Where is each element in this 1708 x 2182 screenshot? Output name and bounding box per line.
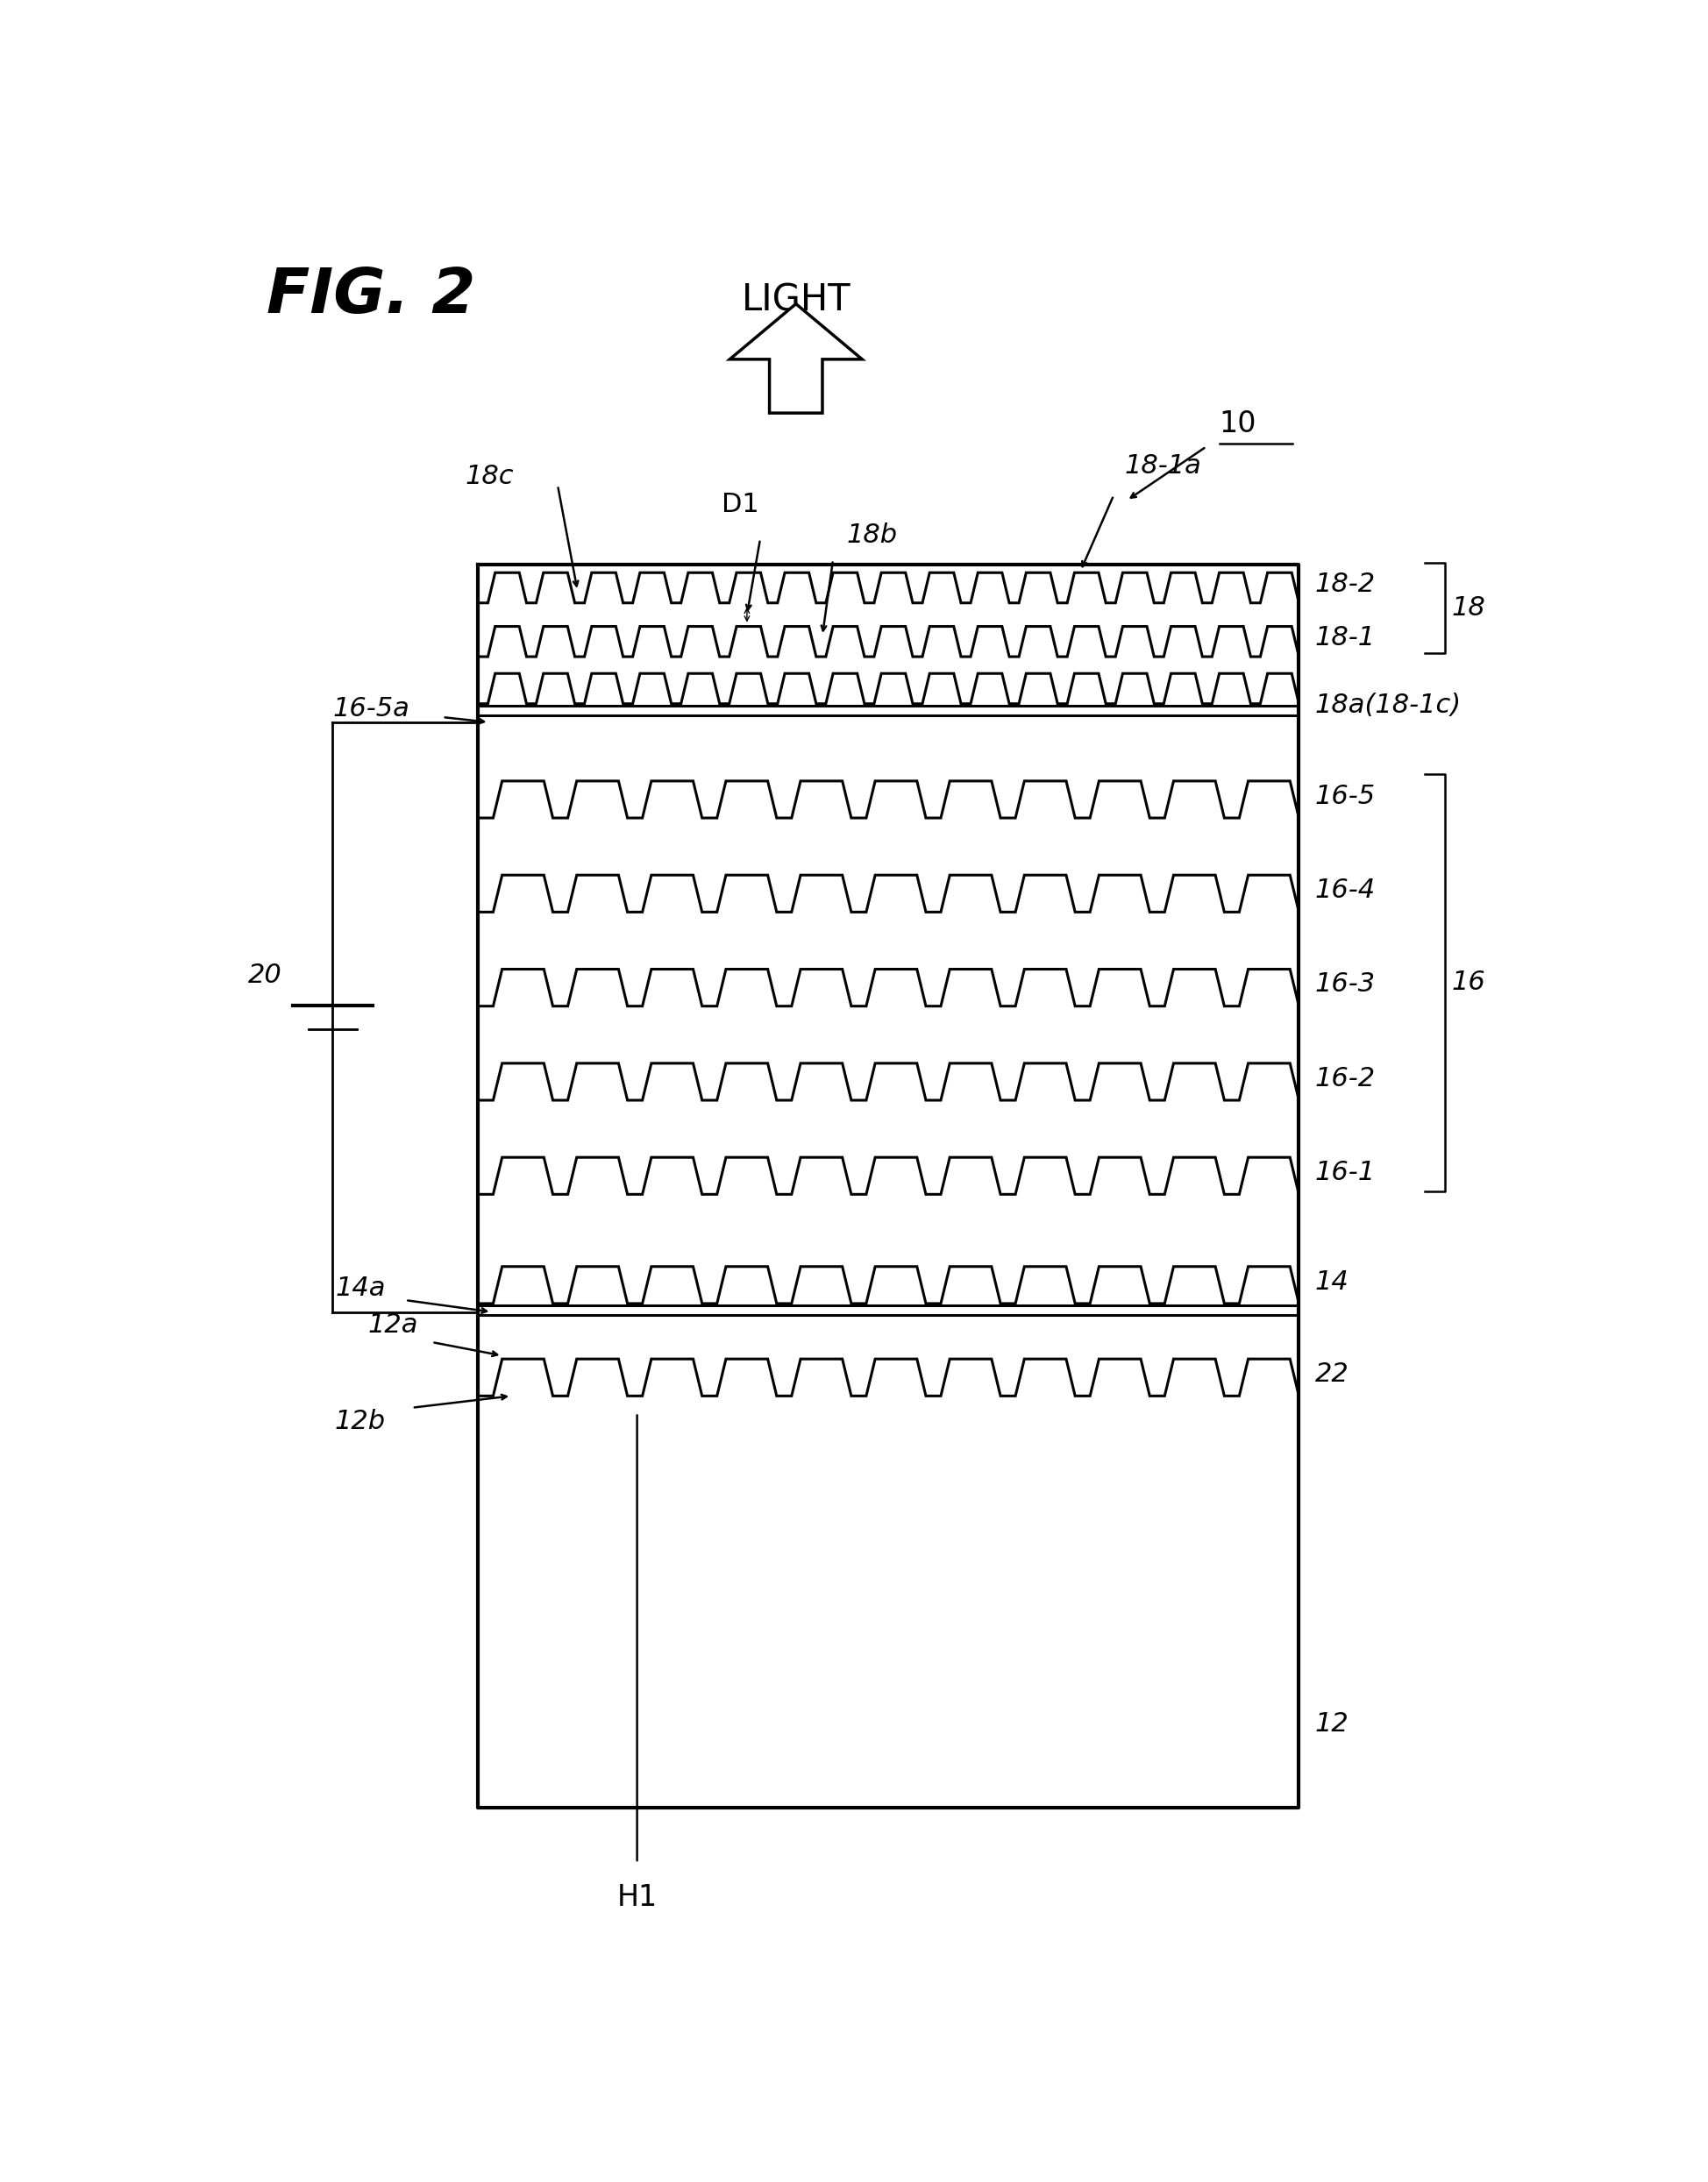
Text: 18: 18 <box>1452 596 1486 620</box>
Text: LIGHT: LIGHT <box>741 281 851 319</box>
Text: 22: 22 <box>1315 1362 1349 1388</box>
Text: 12b: 12b <box>335 1407 386 1434</box>
Text: 10: 10 <box>1220 410 1257 439</box>
Text: 16-5: 16-5 <box>1315 783 1375 810</box>
Text: 12: 12 <box>1315 1711 1349 1737</box>
Text: 18a(18-1c): 18a(18-1c) <box>1315 692 1462 718</box>
Text: 14: 14 <box>1315 1270 1349 1294</box>
Text: 14a: 14a <box>335 1276 386 1300</box>
Text: 18-2: 18-2 <box>1315 572 1375 598</box>
Text: 18-1: 18-1 <box>1315 626 1375 650</box>
Text: 12a: 12a <box>369 1314 418 1338</box>
Text: 20: 20 <box>248 962 282 988</box>
Text: 18b: 18b <box>845 524 897 548</box>
Text: 16-5a: 16-5a <box>333 696 410 722</box>
Text: 16-2: 16-2 <box>1315 1065 1375 1091</box>
Text: D1: D1 <box>721 491 758 517</box>
Text: H1: H1 <box>617 1883 658 1911</box>
Text: 18-1a: 18-1a <box>1124 454 1201 478</box>
Text: 18c: 18c <box>465 465 514 489</box>
Text: 16-4: 16-4 <box>1315 877 1375 903</box>
Text: 16: 16 <box>1452 971 1486 995</box>
Text: 16-3: 16-3 <box>1315 971 1375 997</box>
Text: FIG. 2: FIG. 2 <box>266 266 475 325</box>
Text: 16-1: 16-1 <box>1315 1161 1375 1185</box>
Polygon shape <box>729 303 863 412</box>
